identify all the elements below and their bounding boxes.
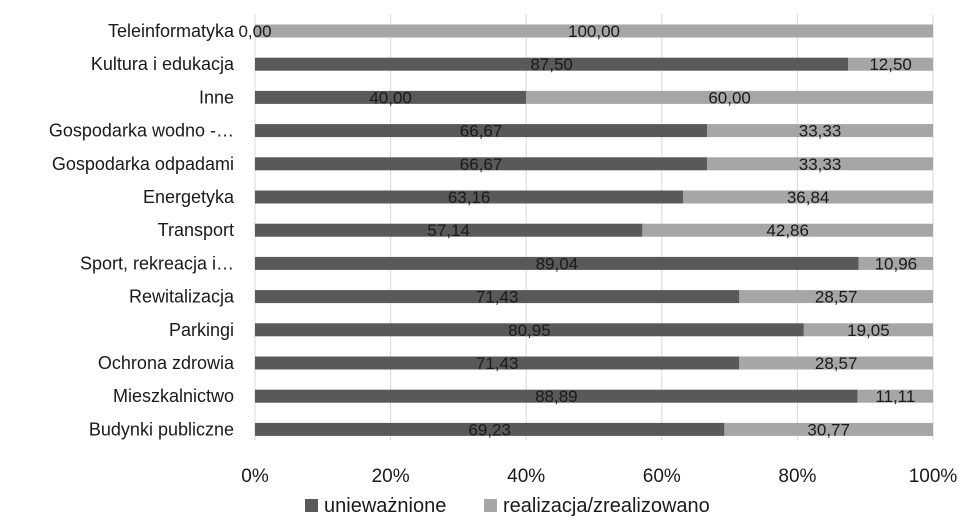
category-label: Rewitalizacja [129, 287, 235, 307]
bar-segment-uniewaznione [255, 157, 708, 171]
data-label: 42,86 [766, 221, 809, 240]
data-label: 71,43 [476, 354, 519, 373]
bar-segment-uniewaznione [255, 356, 740, 370]
bar-segment-realizacja [739, 356, 933, 370]
category-label: Gospodarka wodno -… [49, 121, 234, 141]
category-label: Gospodarka odpadami [52, 154, 234, 174]
data-label: 87,50 [530, 55, 573, 74]
data-label: 88,89 [535, 387, 578, 406]
data-label: 33,33 [799, 155, 842, 174]
x-tick-label: 100% [909, 466, 958, 487]
data-label: 57,14 [427, 221, 470, 240]
category-label: Mieszkalnictwo [113, 386, 234, 406]
x-tick-label: 80% [778, 466, 816, 487]
data-label: 66,67 [460, 122, 503, 141]
category-label: Teleinformatyka [108, 21, 235, 41]
legend-swatch [305, 499, 318, 512]
bar-segment-realizacja [803, 323, 933, 337]
data-label: 12,50 [869, 55, 912, 74]
bar-segment-uniewaznione [255, 256, 859, 270]
data-label: 0,00 [238, 22, 271, 41]
category-labels: Teleinformatyka Kultura i edukacja Inne Gos… [49, 21, 235, 439]
bar-segment-realizacja [858, 256, 933, 270]
data-label: 33,33 [799, 122, 842, 141]
bar-segment-uniewaznione [255, 389, 858, 403]
bar-segment-uniewaznione [255, 124, 708, 138]
bar-segment-uniewaznione [255, 422, 725, 436]
data-label: 66,67 [460, 155, 503, 174]
legend-label: unieważnione [324, 495, 446, 517]
bars [255, 24, 933, 436]
x-tick-label: 20% [372, 466, 410, 487]
data-label: 11,11 [875, 387, 915, 406]
bar-segment-realizacja [707, 157, 933, 171]
data-label: 89,04 [536, 254, 579, 273]
data-label: 60,00 [708, 88, 751, 107]
data-label: 19,05 [847, 321, 890, 340]
x-tick-label: 60% [643, 466, 681, 487]
data-label: 30,77 [807, 420, 850, 439]
x-tick-label: 0% [241, 466, 269, 487]
bar-segment-uniewaznione [255, 57, 849, 71]
bar-segment-uniewaznione [255, 90, 527, 104]
bar-segment-realizacja [848, 57, 933, 71]
category-label: Kultura i edukacja [91, 54, 235, 74]
data-label: 28,57 [815, 354, 858, 373]
category-label: Transport [158, 220, 234, 240]
category-label: Ochrona zdrowia [98, 353, 235, 373]
bar-segment-realizacja [526, 90, 933, 104]
bar-segment-realizacja [642, 223, 933, 237]
category-label: Sport, rekreacja i… [80, 253, 234, 273]
x-tick-label: 40% [507, 466, 545, 487]
data-label: 100,00 [568, 22, 620, 41]
bar-segment-realizacja [255, 24, 933, 38]
bar-segment-realizacja [739, 290, 933, 304]
data-labels: 0,00 100,00 87,50 12,50 40,00 60,00 66,67 33,33… [238, 22, 917, 439]
bar-segment-uniewaznione [255, 323, 804, 337]
category-label: Parkingi [169, 320, 234, 340]
data-label: 28,57 [815, 288, 858, 307]
data-label: 36,84 [787, 188, 830, 207]
bar-segment-uniewaznione [255, 190, 684, 204]
bar-segment-realizacja [857, 389, 933, 403]
legend-swatch [484, 499, 497, 512]
data-label: 40,00 [369, 88, 412, 107]
data-label: 80,95 [508, 321, 551, 340]
legend: unieważnione realizacja/zrealizowano [305, 495, 710, 517]
bar-segment-realizacja [707, 124, 933, 138]
bar-segment-uniewaznione [255, 223, 643, 237]
category-label: Budynki publiczne [89, 419, 234, 439]
bar-segment-realizacja [683, 190, 933, 204]
data-label: 63,16 [448, 188, 491, 207]
category-label: Inne [199, 87, 234, 107]
bar-segment-realizacja [724, 422, 933, 436]
data-label: 10,96 [875, 254, 918, 273]
legend-label: realizacja/zrealizowano [503, 495, 710, 517]
category-label: Energetyka [143, 187, 235, 207]
x-axis: 0% 20% 40% 60% 80% 100% [241, 466, 957, 487]
data-label: 71,43 [476, 288, 519, 307]
bar-segment-uniewaznione [255, 290, 740, 304]
data-label: 69,23 [468, 420, 511, 439]
